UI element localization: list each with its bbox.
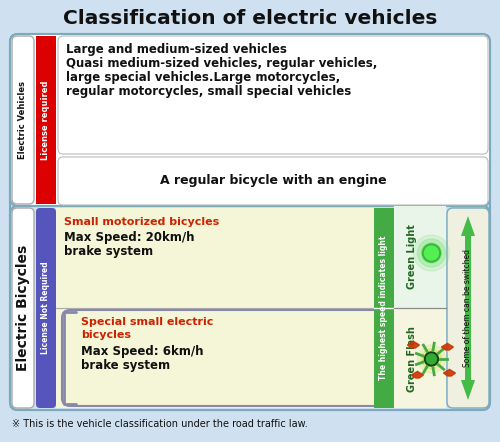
Circle shape <box>426 354 436 364</box>
FancyBboxPatch shape <box>10 206 490 410</box>
FancyBboxPatch shape <box>12 208 34 408</box>
Text: Classification of electric vehicles: Classification of electric vehicles <box>63 8 437 27</box>
Bar <box>394 206 446 308</box>
Circle shape <box>424 352 438 366</box>
Bar <box>56 208 446 408</box>
FancyBboxPatch shape <box>36 36 56 204</box>
FancyBboxPatch shape <box>10 34 490 410</box>
FancyBboxPatch shape <box>10 34 490 206</box>
Text: brake system: brake system <box>64 245 153 259</box>
Text: bicycles: bicycles <box>81 330 131 340</box>
FancyBboxPatch shape <box>12 36 34 204</box>
FancyBboxPatch shape <box>58 157 488 205</box>
FancyBboxPatch shape <box>62 310 444 406</box>
Bar <box>374 208 394 408</box>
Text: brake system: brake system <box>81 358 170 371</box>
Polygon shape <box>412 371 424 378</box>
Text: Large and medium-sized vehicles: Large and medium-sized vehicles <box>66 43 287 57</box>
Text: Max Speed: 6km/h: Max Speed: 6km/h <box>81 346 204 358</box>
Text: Green Light: Green Light <box>407 225 417 290</box>
FancyBboxPatch shape <box>58 36 488 154</box>
Circle shape <box>418 345 446 373</box>
Text: Electric Vehicles: Electric Vehicles <box>18 81 28 159</box>
Text: Small motorized bicycles: Small motorized bicycles <box>64 217 219 227</box>
Circle shape <box>424 246 438 260</box>
FancyBboxPatch shape <box>36 208 56 408</box>
Text: License required: License required <box>42 80 50 160</box>
Text: The highest speed indicates light: The highest speed indicates light <box>380 236 388 380</box>
Polygon shape <box>444 370 456 376</box>
Text: Special small electric: Special small electric <box>81 317 214 327</box>
Polygon shape <box>408 341 420 348</box>
Text: Some of them can be switched: Some of them can be switched <box>464 249 472 367</box>
Polygon shape <box>442 343 454 350</box>
Text: A regular bicycle with an engine: A regular bicycle with an engine <box>160 174 386 187</box>
Text: Quasi medium-sized vehicles, regular vehicles,: Quasi medium-sized vehicles, regular veh… <box>66 57 378 71</box>
Circle shape <box>422 243 442 263</box>
Text: regular motorcycles, small special vehicles: regular motorcycles, small special vehic… <box>66 85 351 99</box>
Text: ※ This is the vehicle classification under the road traffic law.: ※ This is the vehicle classification und… <box>12 419 308 429</box>
Text: Max Speed: 20km/h: Max Speed: 20km/h <box>64 232 194 244</box>
Text: large special vehicles.Large motorcycles,: large special vehicles.Large motorcycles… <box>66 72 340 84</box>
Bar <box>394 308 446 408</box>
Circle shape <box>422 244 440 262</box>
Text: Electric Bicycles: Electric Bicycles <box>16 245 30 371</box>
Circle shape <box>422 349 442 369</box>
Bar <box>36 36 56 204</box>
Text: License Not Required: License Not Required <box>42 262 50 354</box>
Circle shape <box>414 235 450 271</box>
Polygon shape <box>461 216 475 400</box>
Text: Green Flash: Green Flash <box>407 326 417 392</box>
Circle shape <box>418 239 446 267</box>
FancyBboxPatch shape <box>447 208 489 408</box>
